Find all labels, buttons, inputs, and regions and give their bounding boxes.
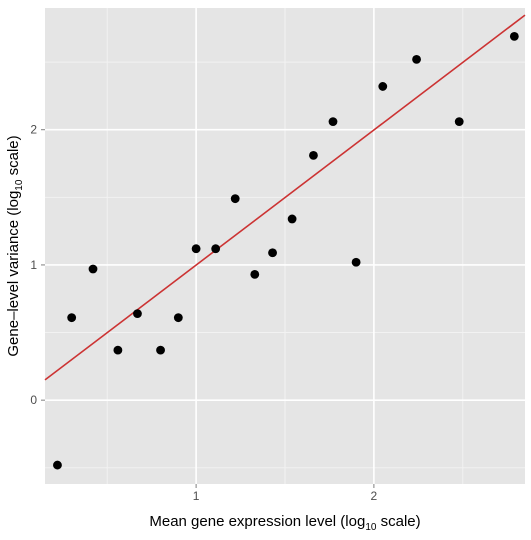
data-point xyxy=(250,269,260,279)
data-point xyxy=(156,345,165,355)
regression-line xyxy=(44,14,526,381)
x-tick-label: 1 xyxy=(193,489,200,503)
data-point xyxy=(351,257,361,267)
data-point xyxy=(328,117,338,126)
data-point xyxy=(309,150,318,160)
data-point xyxy=(88,264,98,274)
data-point xyxy=(173,313,183,323)
data-point xyxy=(53,460,62,470)
data-point xyxy=(378,82,388,91)
data-point xyxy=(191,244,201,254)
x-axis-title: Mean gene expression level (log10 scale) xyxy=(149,513,420,533)
data-point xyxy=(67,313,77,323)
data-point xyxy=(230,194,240,204)
y-tick-label: 1 xyxy=(30,258,37,272)
x-tick-label: 2 xyxy=(371,489,378,503)
y-axis-title: Gene–level variance (log10 scale) xyxy=(5,135,25,356)
y-tick-label: 2 xyxy=(30,123,37,137)
data-point xyxy=(211,244,221,254)
data-points xyxy=(53,31,519,470)
y-tick-label: 0 xyxy=(30,393,37,407)
data-point xyxy=(454,117,464,126)
data-point xyxy=(268,248,277,258)
data-point xyxy=(287,214,297,224)
data-point xyxy=(133,309,142,319)
data-point xyxy=(509,31,519,41)
data-point xyxy=(412,54,421,64)
fit-line-layer xyxy=(44,14,526,381)
y-axis-ticks: 0 1 2 xyxy=(30,123,45,407)
data-point xyxy=(113,345,123,355)
major-gridlines xyxy=(45,8,525,484)
